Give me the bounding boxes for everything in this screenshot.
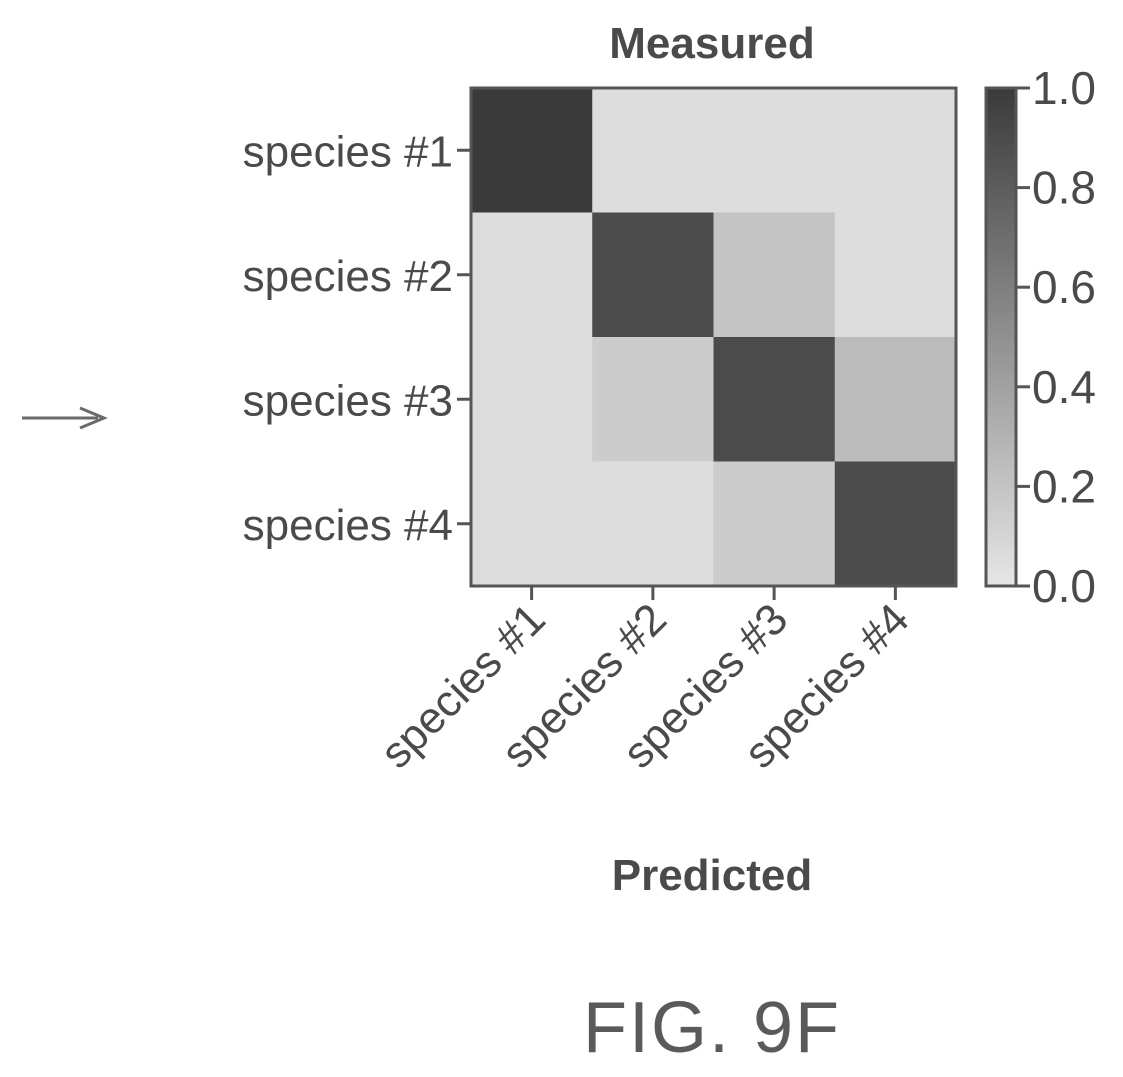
heatmap-cell [471, 212, 593, 338]
y-axis: species #1 species #2 species #3 species #4 [243, 127, 471, 550]
heatmap-cell [713, 88, 836, 213]
heatmap-cell [471, 461, 593, 587]
heatmap-cell [713, 337, 836, 462]
colorbar-ticks: 0.0 0.2 0.4 0.6 0.8 1.0 [1016, 62, 1096, 612]
right-arrow-icon [22, 406, 108, 430]
heatmap-cell [834, 337, 957, 462]
colorbar: 0.0 0.2 0.4 0.6 0.8 1.0 [984, 62, 1096, 612]
heatmap-cell [592, 88, 714, 213]
colorbar-tick-label: 0.4 [1032, 361, 1096, 413]
heatmap-cell [713, 461, 836, 587]
colorbar-tick-label: 1.0 [1032, 62, 1096, 114]
heatmap-cells [471, 88, 957, 587]
figure-label: FIG. 9F [583, 988, 841, 1068]
heatmap-cell [471, 88, 593, 213]
y-tick-label: species #2 [243, 252, 453, 301]
y-tick-label: species #3 [243, 376, 453, 425]
colorbar-tick-label: 0.8 [1032, 162, 1096, 214]
y-tick-label: species #4 [243, 501, 453, 550]
colorbar-tick-label: 0.2 [1032, 460, 1096, 512]
heatmap-cell [834, 88, 957, 213]
colorbar-tick-label: 0.6 [1032, 261, 1096, 313]
colorbar-gradient [984, 86, 1018, 588]
x-axis-title: Predicted [612, 851, 813, 900]
heatmap-cell [713, 212, 836, 338]
y-tick-label: species #1 [243, 127, 453, 176]
plot-frame [469, 86, 958, 588]
chart-title: Measured [609, 19, 814, 68]
heatmap-cell [592, 337, 714, 462]
colorbar-tick-label: 0.0 [1032, 560, 1096, 612]
heatmap-cell [592, 461, 714, 587]
heatmap-cell [834, 212, 957, 338]
heatmap-cell [834, 461, 957, 587]
heatmap-cell [471, 337, 593, 462]
heatmap-cell [592, 212, 714, 338]
